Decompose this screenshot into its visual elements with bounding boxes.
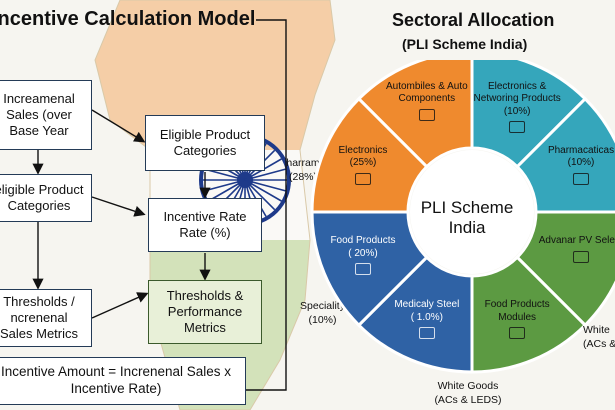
segment-name: Autombiles & Auto Components xyxy=(385,80,468,105)
incremental-sales-box: Increamenal Sales (over Base Year xyxy=(0,80,92,150)
white-goods-outer-label: White Goods (ACs & LEDS) xyxy=(434,380,502,406)
donut-segment-0 xyxy=(356,60,474,169)
segment-value: (10%) xyxy=(567,157,595,169)
sector-donut-chart xyxy=(310,60,615,374)
segment-value: (25%) xyxy=(349,157,377,169)
car-icon xyxy=(418,108,435,121)
sectoral-allocation-subtitle: (PLI Scheme India) xyxy=(402,36,528,52)
segment-label-3: Advanar PV Seles) xyxy=(536,235,615,263)
segment-value: ( 20%) xyxy=(348,247,378,259)
donut-segment-2 xyxy=(515,96,615,214)
saffron-band xyxy=(95,0,335,150)
eligible-categories-box-right: Eligible Product Categories xyxy=(145,115,265,171)
white-right-outer-label: White (ACs & xyxy=(583,324,615,350)
segment-label-5: Medicaly Steel( 1.0%) xyxy=(382,299,472,340)
pharma-side-label: harram (28%) xyxy=(286,157,320,183)
segment-label-2: Pharmacaticas (10%) xyxy=(536,145,615,185)
eligible-categories-box-left: eligible Product Categories xyxy=(0,174,92,222)
flask-icon xyxy=(509,327,526,340)
segment-value: (10%) xyxy=(503,105,531,117)
thresholds-performance-box: Thresholds & Performance Metrics xyxy=(148,280,262,344)
incentive-rate-box: Incentive Rate Rate (%) xyxy=(148,198,262,252)
donut-center-label: PLI Scheme India xyxy=(420,198,514,238)
food-icon xyxy=(354,263,371,276)
speciality-side-label: Speciality (10%) xyxy=(300,300,345,326)
calculator-icon xyxy=(354,172,371,185)
steel-icon xyxy=(418,327,435,340)
donut-hole xyxy=(410,150,534,274)
segment-name: Medicaly Steel xyxy=(394,299,460,311)
incentive-model-title: Incentive Calculation Model xyxy=(0,8,256,30)
segment-name: Food Products xyxy=(330,235,396,247)
segment-name: Pharmacaticas xyxy=(547,144,615,156)
solar-panel-icon xyxy=(573,250,590,263)
pill-bottle-icon xyxy=(573,172,590,185)
segment-value: ( 1.0%) xyxy=(410,311,443,323)
segment-name: Advanar PV Seles) xyxy=(538,235,615,247)
donut-segment-7 xyxy=(310,96,429,214)
segment-label-1: Electronics & Networing Products (10%) xyxy=(472,81,562,134)
segment-label-6: Food Products( 20%) xyxy=(318,235,408,276)
segment-name: Electronics & Networing Products xyxy=(473,80,561,105)
segment-label-0: Autombiles & Auto Components xyxy=(382,81,472,121)
thresholds-box-left: Thresholds / ncrenenal Sales Metrics xyxy=(0,289,92,347)
segment-label-7: Electronics (25%) xyxy=(318,145,408,185)
segment-label-4: Food Products Modules xyxy=(472,299,562,340)
segment-name: Food Products Modules xyxy=(484,299,550,323)
sectoral-allocation-title: Sectoral Allocation xyxy=(392,10,555,30)
segment-name: Electronics xyxy=(338,144,388,156)
circuit-icon xyxy=(509,121,526,134)
map-outline xyxy=(94,0,336,410)
incentive-formula-box: Incentive Amount = Increnenal Sales x In… xyxy=(0,357,246,405)
